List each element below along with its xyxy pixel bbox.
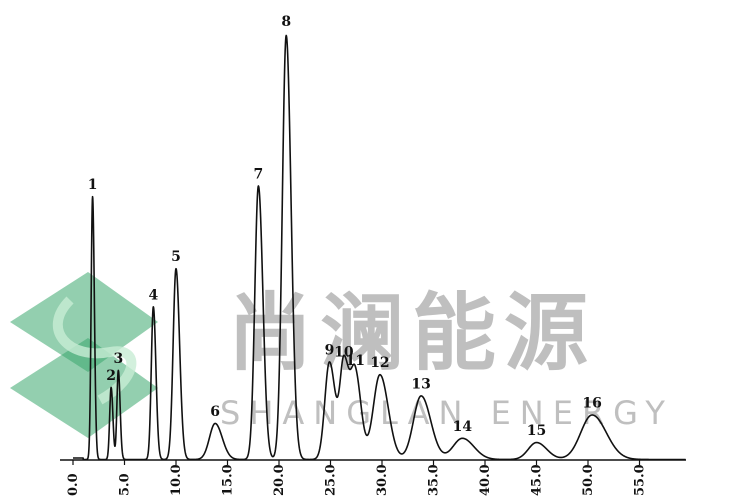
plot-area: 0.0 5.0 10.0 15.0 20.0 25.0 30.0 35.0 40.0 45.0 50… <box>60 14 687 496</box>
x-tick-label: 45.0 <box>530 464 545 496</box>
x-tick-label: 50.0 <box>581 464 596 496</box>
peak-label: 8 <box>281 14 291 30</box>
x-tick-label: 10.0 <box>169 464 184 496</box>
x-tick-label: 35.0 <box>427 464 442 496</box>
peak-label: 16 <box>582 395 601 411</box>
chromatogram-trace <box>72 34 687 461</box>
peak-label: 1 <box>88 177 98 193</box>
watermark-logo <box>10 272 158 438</box>
peak-label: 3 <box>113 351 123 367</box>
watermark-english: SHANGLAN ENERGY <box>220 394 674 432</box>
watermark-logo-swoosh <box>52 296 137 405</box>
peak-label: 7 <box>254 167 264 183</box>
x-tick-label: 5.0 <box>118 473 133 496</box>
peak-label: 12 <box>370 355 389 371</box>
peak-label: 10 <box>334 345 354 361</box>
x-tick-label: 40.0 <box>478 464 493 496</box>
watermark-text: 尚澜能源 SHANGLAN ENERGY <box>220 284 674 432</box>
peak-label: 6 <box>210 404 220 420</box>
x-tick-label: 0.0 <box>66 473 81 496</box>
peak-label: 2 <box>106 368 116 384</box>
x-axis-tick-labels: 0.0 5.0 10.0 15.0 20.0 25.0 30.0 35.0 40.0 45.0 50… <box>66 464 648 496</box>
peak-label: 14 <box>453 419 473 435</box>
x-axis-ticks <box>72 460 641 465</box>
x-tick-label: 30.0 <box>375 464 390 496</box>
watermark-chinese: 尚澜能源 <box>228 284 596 382</box>
x-tick-label: 20.0 <box>272 464 287 496</box>
peak-label: 4 <box>148 287 158 303</box>
x-tick-label: 15.0 <box>221 464 236 496</box>
peak-label: 5 <box>171 249 181 265</box>
peak-label: 13 <box>411 376 430 392</box>
peak-label: 11 <box>345 353 364 369</box>
x-tick-label: 25.0 <box>324 464 339 496</box>
peak-label: 15 <box>527 423 546 439</box>
peak-label: 9 <box>325 342 335 358</box>
x-tick-label: 55.0 <box>633 464 648 496</box>
